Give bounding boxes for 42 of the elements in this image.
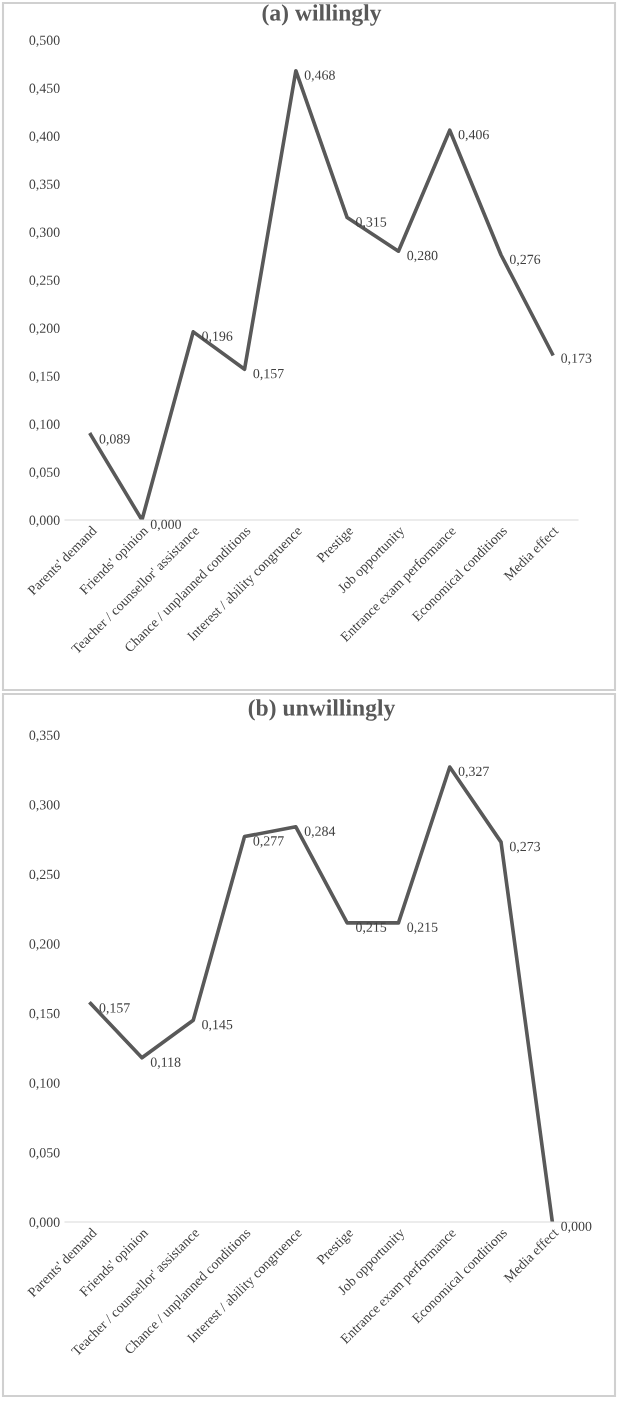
y-tick-label: 0,500 — [29, 35, 60, 47]
data-label: 0,406 — [458, 129, 489, 142]
data-label: 0,000 — [561, 1221, 592, 1234]
y-tick-label: 0,050 — [29, 1148, 60, 1160]
data-label: 0,280 — [407, 250, 438, 263]
y-tick-label: 0,350 — [29, 730, 60, 742]
y-tick-label: 0,300 — [29, 227, 60, 239]
y-tick-label: 0,000 — [29, 1217, 60, 1229]
chart-title: (a) willingly — [262, 4, 382, 26]
data-label: 0,276 — [509, 254, 541, 267]
data-label: 0,215 — [407, 922, 438, 934]
line-series — [88, 765, 555, 1222]
y-tick-label: 0,000 — [29, 515, 60, 527]
data-label: 0,277 — [253, 836, 284, 848]
data-label: 0,315 — [356, 217, 387, 229]
data-label: 0,089 — [99, 434, 130, 446]
y-tick-label: 0,250 — [29, 275, 60, 287]
data-label: 0,173 — [561, 353, 592, 365]
data-label: 0,157 — [99, 1003, 130, 1015]
data-label: 0,215 — [356, 922, 387, 934]
data-label: 0,196 — [202, 331, 233, 343]
y-tick-label: 0,350 — [29, 179, 60, 191]
data-label: 0,327 — [458, 766, 489, 779]
y-tick-label: 0,100 — [29, 419, 60, 431]
y-tick-label: 0,400 — [29, 131, 60, 143]
y-tick-label: 0,300 — [29, 800, 60, 812]
y-tick-label: 0,150 — [29, 371, 60, 383]
data-label: 0,145 — [202, 1019, 233, 1032]
data-label: 0,284 — [304, 826, 336, 838]
line-series — [88, 68, 555, 520]
y-tick-label: 0,250 — [29, 869, 60, 882]
data-label: 0,273 — [509, 841, 541, 854]
y-tick-label: 0,150 — [29, 1008, 60, 1021]
y-tick-label: 0,200 — [29, 939, 60, 951]
y-tick-label: 0,100 — [29, 1078, 60, 1090]
data-label: 0,157 — [253, 368, 284, 381]
y-tick-label: 0,050 — [29, 467, 60, 479]
data-label: 0,468 — [304, 70, 335, 82]
chart-title: (b) unwillingly — [248, 699, 396, 721]
y-tick-label: 0,450 — [29, 83, 60, 95]
y-tick-label: 0,200 — [29, 323, 60, 335]
data-label: 0,118 — [150, 1057, 181, 1069]
